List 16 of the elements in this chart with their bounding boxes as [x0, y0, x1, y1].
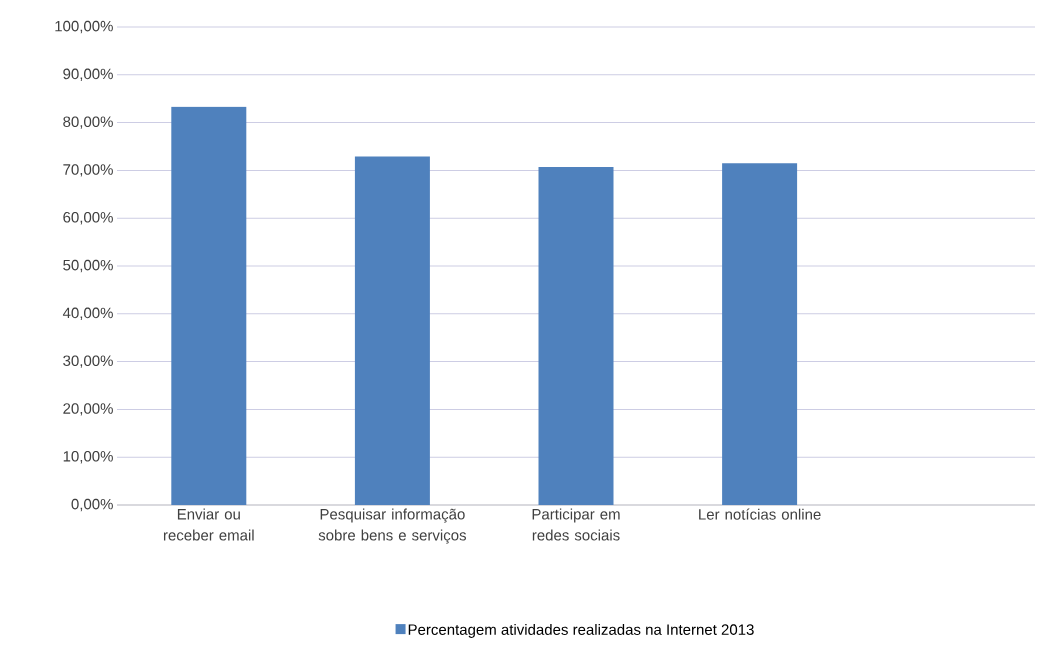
y-tick-label: 0,00%: [71, 498, 113, 512]
y-tick-label: 10,00%: [63, 451, 113, 464]
y-tick-label: 80,00%: [63, 116, 113, 129]
y-tick-label: 50,00%: [63, 259, 113, 273]
y-tick-label: 100,00%: [55, 20, 113, 34]
y-tick-label: 60,00%: [63, 212, 113, 225]
y-tick-label: 70,00%: [63, 164, 113, 177]
x-tick-label: Enviar ou receber email: [163, 508, 254, 541]
y-tick-label: 20,00%: [63, 403, 113, 416]
x-tick-label: Ler notícias online: [699, 508, 821, 520]
y-tick-label: 40,00%: [62, 307, 113, 320]
x-tick-label: Pesquisar informação sobre bens e serviços: [318, 508, 467, 544]
y-tick-label: 30,00%: [63, 355, 113, 368]
y-tick-label: 90,00%: [63, 68, 113, 81]
legend-label: Percentagem atividades realizadas na Internet 2013: [408, 623, 754, 638]
x-tick-label: Participar em redes sociais: [532, 508, 620, 541]
